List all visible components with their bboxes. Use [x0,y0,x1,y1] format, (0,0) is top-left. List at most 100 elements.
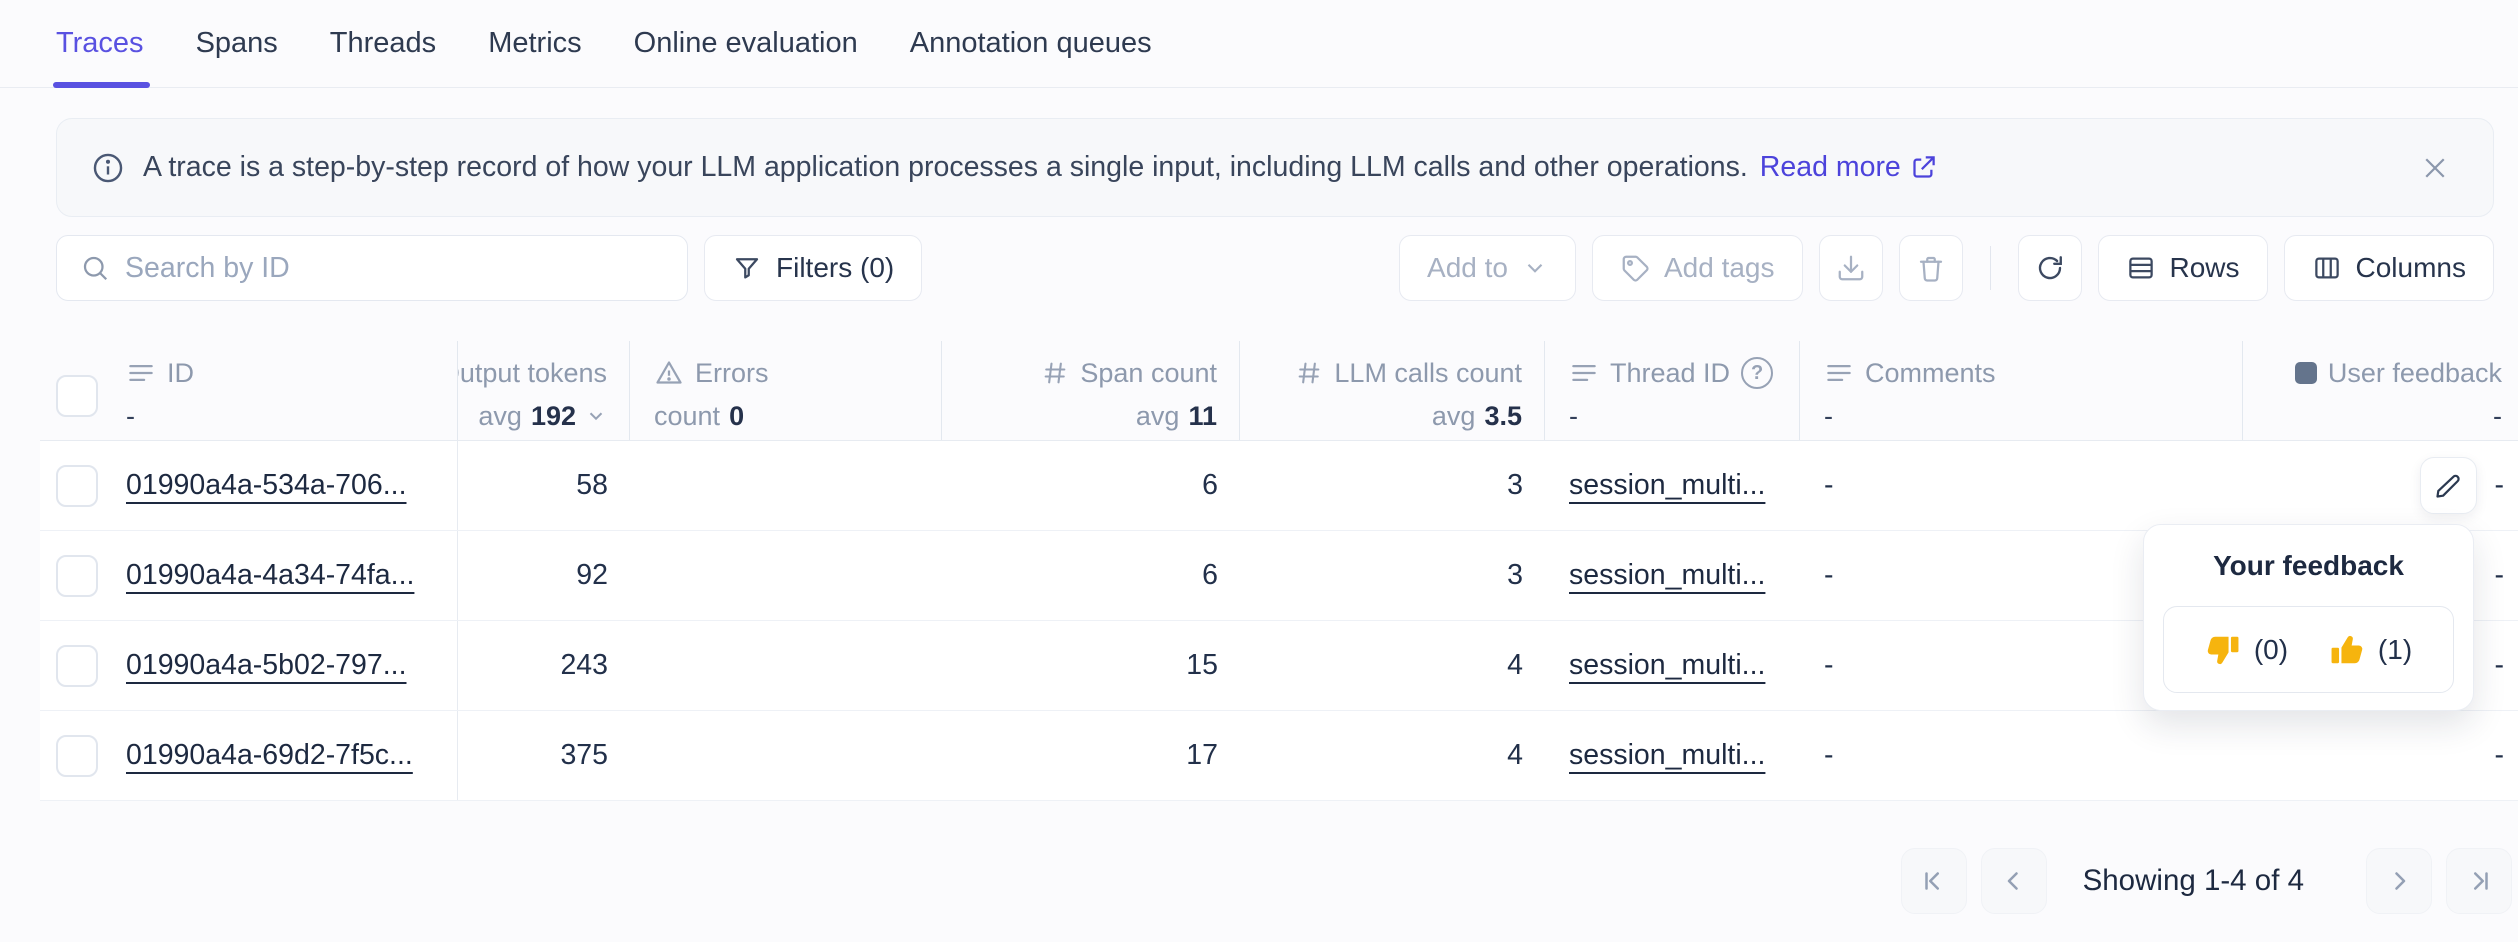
table-row[interactable]: 01990a4a-534a-706... 58 6 3 session_mult… [40,441,2518,531]
header-checkbox-cell [40,341,102,440]
column-header-user-feedback[interactable]: User feedback - [2243,341,2518,440]
trace-id-link[interactable]: 01990a4a-5b02-797... [126,649,407,681]
columns-label: Columns [2355,252,2466,283]
next-page-button[interactable] [2366,848,2432,914]
column-header-output-tokens[interactable]: Output tokens avg 192 [458,341,630,440]
tab-spans[interactable]: Spans [195,27,278,59]
header-comments-stat: - [1824,400,1833,431]
output-tokens-cell: 58 [576,469,608,501]
square-icon [2294,362,2317,384]
comments-cell: - [1824,559,1834,591]
column-header-errors[interactable]: Errors count 0 [630,341,942,440]
delete-button[interactable] [1898,235,1963,301]
chevrons-last-icon [2474,872,2488,890]
column-header-comments[interactable]: Comments - [1800,341,2243,440]
thumbs-up-count: (1) [2377,633,2413,665]
edit-feedback-button[interactable] [2419,457,2477,514]
chevron-left-icon [2007,872,2018,890]
your-feedback-popover: Your feedback (0) (1) [2143,524,2474,711]
header-user-feedback-label: User feedback [2327,357,2502,388]
span-count-cell: 17 [1186,739,1218,771]
tab-threads[interactable]: Threads [329,27,437,59]
columns-button[interactable]: Columns [2283,235,2494,301]
filters-label: Filters (0) [776,252,895,283]
column-header-thread-id[interactable]: Thread ID ? - [1545,341,1800,440]
header-user-feedback-stat: - [2493,400,2502,431]
add-to-button[interactable]: Add to [1399,235,1576,301]
trace-info-banner: A trace is a step-by-step record of how … [56,118,2494,217]
list-icon [129,365,153,381]
search-input[interactable] [125,251,664,285]
hash-icon [1045,362,1066,384]
trace-id-link[interactable]: 01990a4a-69d2-7f5c... [126,739,413,771]
llm-calls-count-cell: 3 [1507,559,1523,591]
header-span-count-stat-prefix: avg [1135,400,1180,431]
traces-table: ID - Output tokens avg 192 Errors [40,341,2518,801]
thumbs-down-button[interactable]: (0) [2205,632,2288,668]
output-tokens-cell: 92 [576,559,608,591]
output-tokens-cell: 243 [560,649,608,681]
toolbar-divider [1989,246,1991,290]
banner-text: A trace is a step-by-step record of how … [143,151,1748,183]
header-id-label: ID [167,357,194,388]
rows-label: Rows [2169,252,2240,283]
table-row[interactable]: 01990a4a-69d2-7f5c... 375 17 4 session_m… [40,711,2518,801]
tag-icon [1622,255,1649,282]
output-tokens-cell: 375 [560,739,608,771]
trace-id-link[interactable]: 01990a4a-4a34-74fa... [126,559,415,591]
traces-toolbar: Filters (0) Add to Add tags [56,235,2494,301]
user-feedback-value: - [2494,559,2505,591]
chevron-right-icon [2395,872,2406,890]
feedback-options: (0) (1) [2163,606,2454,693]
rows-icon [2128,257,2153,279]
export-button[interactable] [1818,235,1883,301]
refresh-icon [2038,256,2062,280]
add-tags-button[interactable]: Add tags [1591,235,1803,301]
select-all-checkbox[interactable] [56,375,98,417]
column-header-llm-calls-count[interactable]: LLM calls count avg 3.5 [1240,341,1545,440]
errors-cell [630,531,942,620]
row-checkbox[interactable] [56,554,98,597]
header-comments-label: Comments [1865,357,1996,388]
first-page-button[interactable] [1900,848,1967,914]
row-checkbox[interactable] [56,644,98,687]
last-page-button[interactable] [2446,848,2512,914]
hash-icon [1299,362,1320,384]
user-feedback-value: - [2494,739,2505,771]
column-header-id[interactable]: ID - [102,341,458,440]
read-more-link[interactable]: Read more [1760,151,1937,184]
header-llm-calls-count-label: LLM calls count [1334,357,1522,388]
trace-id-link[interactable]: 01990a4a-534a-706... [126,469,407,501]
tab-traces[interactable]: Traces [53,0,150,88]
filters-button[interactable]: Filters (0) [704,235,923,301]
chevron-down-icon [1527,263,1543,273]
header-llm-calls-count-stat-value: 3.5 [1484,400,1522,431]
filter-icon [735,258,759,279]
thread-id-link[interactable]: session_multi... [1569,739,1766,771]
tab-metrics[interactable]: Metrics [488,27,582,59]
add-to-label: Add to [1427,252,1508,283]
help-icon[interactable]: ? [1741,357,1774,389]
header-output-tokens-label: Output tokens [458,357,607,388]
rows-button[interactable]: Rows [2097,235,2268,301]
row-checkbox[interactable] [56,734,98,777]
tab-annotation-queues[interactable]: Annotation queues [909,27,1152,59]
thumbs-up-button[interactable]: (1) [2329,632,2412,668]
refresh-button[interactable] [2017,235,2082,301]
column-header-span-count[interactable]: Span count avg 11 [942,341,1240,440]
table-row[interactable]: 01990a4a-4a34-74fa... 92 6 3 session_mul… [40,531,2518,621]
comments-cell: - [1824,649,1834,681]
table-row[interactable]: 01990a4a-5b02-797... 243 15 4 session_mu… [40,621,2518,711]
chevron-down-icon[interactable] [585,405,607,427]
thread-id-link[interactable]: session_multi... [1569,649,1766,681]
thread-id-link[interactable]: session_multi... [1569,469,1766,501]
header-span-count-label: Span count [1080,357,1217,388]
thread-id-link[interactable]: session_multi... [1569,559,1766,591]
llm-calls-count-cell: 4 [1507,649,1523,681]
toolbar-right-group: Add to Add tags [1399,235,2494,301]
header-output-tokens-stat-prefix: avg [478,400,522,431]
previous-page-button[interactable] [1980,848,2047,914]
row-checkbox[interactable] [56,464,98,507]
banner-close-button[interactable] [2411,144,2459,192]
tab-online-evaluation[interactable]: Online evaluation [633,27,858,59]
